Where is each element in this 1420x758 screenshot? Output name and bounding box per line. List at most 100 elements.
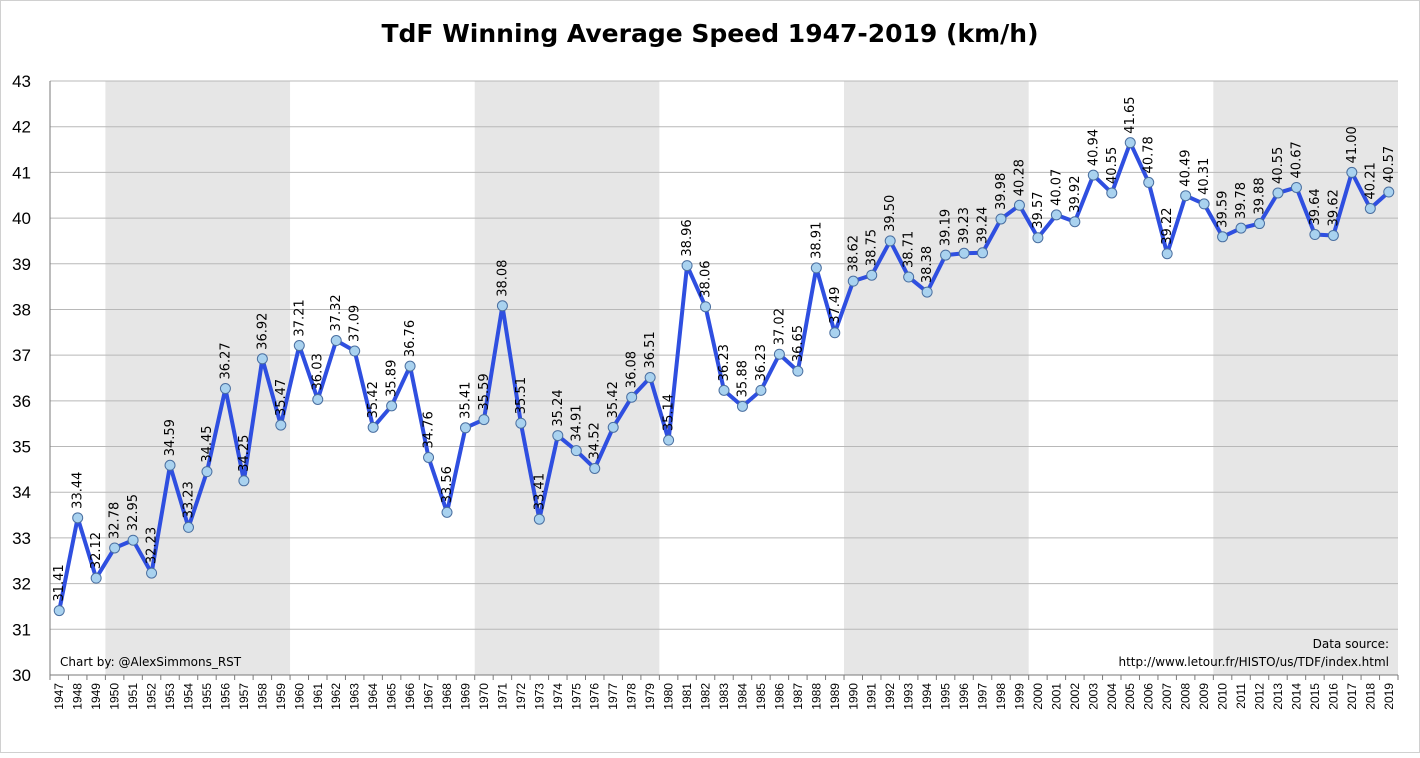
data-point — [1050, 209, 1062, 221]
data-point — [1217, 231, 1229, 243]
data-label: 39.22 — [1160, 207, 1175, 244]
data-labels: 31.41 33.44 32.12 32.78 32.95 32.23 34.59 33.23… — [52, 96, 1397, 601]
data-point — [755, 384, 767, 396]
y-tick-label: 41 — [12, 163, 31, 182]
data-point — [1346, 166, 1358, 178]
data-point — [1106, 187, 1118, 199]
data-label: 35.88 — [735, 360, 750, 397]
data-point — [810, 262, 822, 274]
x-tick-label: 1980 — [662, 683, 676, 710]
data-label: 39.78 — [1234, 182, 1249, 219]
x-tick-label: 2004 — [1105, 683, 1119, 710]
y-tick-label: 35 — [12, 438, 31, 457]
data-label: 33.23 — [181, 481, 196, 518]
x-axis-ticks: 1947 1948 1949 1950 1951 1952 1953 1954 1955 1956… — [49, 675, 1399, 710]
data-point — [681, 260, 693, 272]
chart-credit: Chart by: @AlexSimmons_RST — [60, 655, 242, 669]
data-label: 40.55 — [1271, 147, 1286, 184]
x-tick-label: 1966 — [403, 683, 417, 710]
data-label: 35.89 — [385, 360, 400, 397]
data-label: 35.59 — [477, 373, 492, 410]
grid-lines — [49, 80, 1398, 676]
x-tick-label: 2015 — [1308, 683, 1322, 710]
x-tick-label: 1970 — [477, 683, 491, 710]
decade-band — [1213, 81, 1398, 675]
data-label: 32.95 — [126, 494, 141, 531]
data-point — [1309, 229, 1321, 241]
x-tick-label: 1958 — [255, 683, 269, 710]
x-tick-label: 1965 — [385, 683, 399, 710]
x-tick-label: 1956 — [218, 683, 232, 710]
data-label: 39.24 — [976, 207, 991, 244]
data-point — [940, 249, 952, 261]
x-tick-label: 2008 — [1179, 683, 1193, 710]
data-label: 38.91 — [809, 222, 824, 259]
x-tick-label: 1964 — [366, 683, 380, 710]
data-point — [146, 567, 158, 579]
x-tick-label: 1974 — [551, 683, 565, 710]
data-label: 39.88 — [1253, 177, 1268, 214]
x-tick-label: 1951 — [126, 683, 140, 710]
x-tick-label: 1959 — [274, 683, 288, 710]
data-label: 40.94 — [1086, 129, 1101, 166]
data-label: 41.00 — [1345, 126, 1360, 163]
x-tick-label: 1971 — [495, 683, 509, 710]
data-point — [219, 383, 231, 395]
data-label: 35.42 — [606, 381, 621, 418]
x-tick-label: 1982 — [699, 683, 713, 710]
data-label: 40.21 — [1363, 162, 1378, 199]
x-tick-label: 1962 — [329, 683, 343, 710]
data-point — [1364, 202, 1376, 214]
data-point — [1254, 218, 1266, 230]
data-point — [773, 348, 785, 360]
data-point — [1069, 216, 1081, 228]
x-tick-label: 2009 — [1197, 683, 1211, 710]
data-point — [1161, 248, 1173, 260]
data-point — [256, 353, 268, 365]
data-point — [607, 421, 619, 433]
data-point — [1272, 187, 1284, 199]
data-label: 37.02 — [772, 308, 787, 345]
x-tick-label: 1985 — [754, 683, 768, 710]
x-tick-label: 1976 — [588, 683, 602, 710]
x-tick-label: 1952 — [145, 683, 159, 710]
x-tick-label: 1969 — [458, 683, 472, 710]
data-point — [1235, 222, 1247, 234]
x-tick-label: 1997 — [976, 683, 990, 710]
x-tick-label: 1996 — [957, 683, 971, 710]
data-point — [275, 419, 287, 431]
data-point — [515, 417, 527, 429]
y-tick-label: 31 — [12, 620, 31, 639]
data-point — [958, 247, 970, 259]
data-label: 36.08 — [625, 351, 640, 388]
data-label: 36.23 — [754, 344, 769, 381]
data-point — [1198, 198, 1210, 210]
data-label: 34.45 — [200, 425, 215, 462]
data-label: 41.65 — [1123, 96, 1138, 133]
data-label: 35.41 — [458, 382, 473, 419]
x-tick-label: 1957 — [237, 683, 251, 710]
data-point — [182, 521, 194, 533]
y-tick-label: 32 — [12, 575, 31, 594]
data-point — [700, 301, 712, 313]
data-point — [312, 393, 324, 405]
data-label: 31.41 — [52, 564, 67, 601]
x-tick-label: 1953 — [163, 683, 177, 710]
data-point — [1087, 169, 1099, 181]
x-tick-label: 2005 — [1123, 683, 1137, 710]
data-point — [570, 445, 582, 457]
x-tick-label: 1987 — [791, 683, 805, 710]
x-tick-label: 1993 — [902, 683, 916, 710]
data-label: 39.64 — [1308, 188, 1323, 225]
y-tick-label: 43 — [12, 72, 31, 91]
data-point — [164, 459, 176, 471]
data-point — [386, 400, 398, 412]
x-tick-label: 2001 — [1049, 683, 1063, 710]
x-tick-label: 2013 — [1271, 683, 1285, 710]
data-point — [663, 434, 675, 446]
y-tick-label: 36 — [12, 392, 31, 411]
data-point — [1143, 176, 1155, 188]
x-tick-label: 1979 — [643, 683, 657, 710]
